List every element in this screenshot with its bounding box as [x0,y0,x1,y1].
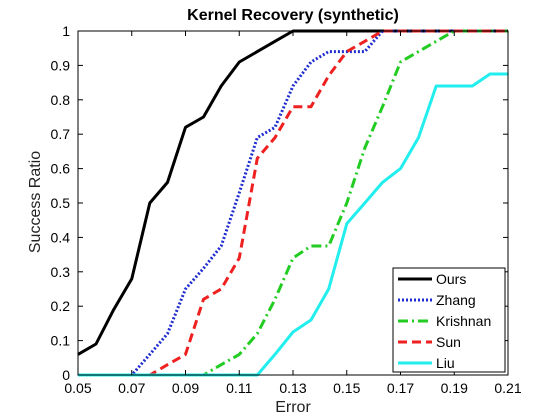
y-tick-label: 0.2 [51,298,71,314]
x-tick-label: 0.07 [118,380,145,396]
x-tick-label: 0.09 [172,380,199,396]
series-line-ours [77,29,508,356]
series-layer [77,29,508,377]
y-tick-label: 1 [62,23,70,39]
series-line-sun [78,29,508,377]
legend: Ours Zhang Krishnan Sun Liu [392,267,506,373]
y-tick-label: 0.5 [51,195,71,211]
legend-label-liu: Liu [436,355,455,371]
chart-title: Kernel Recovery (synthetic) [187,7,399,24]
y-tick-label: 0.9 [51,57,71,73]
y-axis-title: Success Ratio [27,151,44,253]
series-line-liu [78,72,508,377]
legend-label-zhang: Zhang [436,292,476,308]
x-tick-label: 0.11 [226,380,252,396]
x-tick-label: 0.15 [333,380,360,396]
y-tick-label: 0.4 [51,229,71,245]
legend-label-ours: Ours [436,271,466,287]
y-tick-label: 0 [62,367,70,383]
y-tick-label: 0.1 [51,333,71,349]
x-axis-title: Error [275,399,311,416]
plot-frame [77,30,509,376]
y-tick-label: 0.8 [51,92,71,108]
y-tick-label: 0.7 [51,126,71,142]
legend-box [392,267,506,373]
y-tick-label: 0.6 [51,161,71,177]
x-tick-label: 0.21 [494,380,521,396]
series-line-krishnan [78,29,508,377]
legend-label-krishnan: Krishnan [436,313,491,329]
legend-label-sun: Sun [436,334,461,350]
series-line-zhang [78,29,508,377]
x-tick-label: 0.19 [441,380,468,396]
x-tick-label: 0.17 [387,380,414,396]
x-tick-label: 0.13 [279,380,306,396]
x-tick-label: 0.05 [64,380,91,396]
ticks-layer: 0.05 0.07 0.09 0.11 0.13 0.15 0.17 0.19 0.2100.1… [51,23,522,396]
y-tick-label: 0.3 [51,264,71,280]
